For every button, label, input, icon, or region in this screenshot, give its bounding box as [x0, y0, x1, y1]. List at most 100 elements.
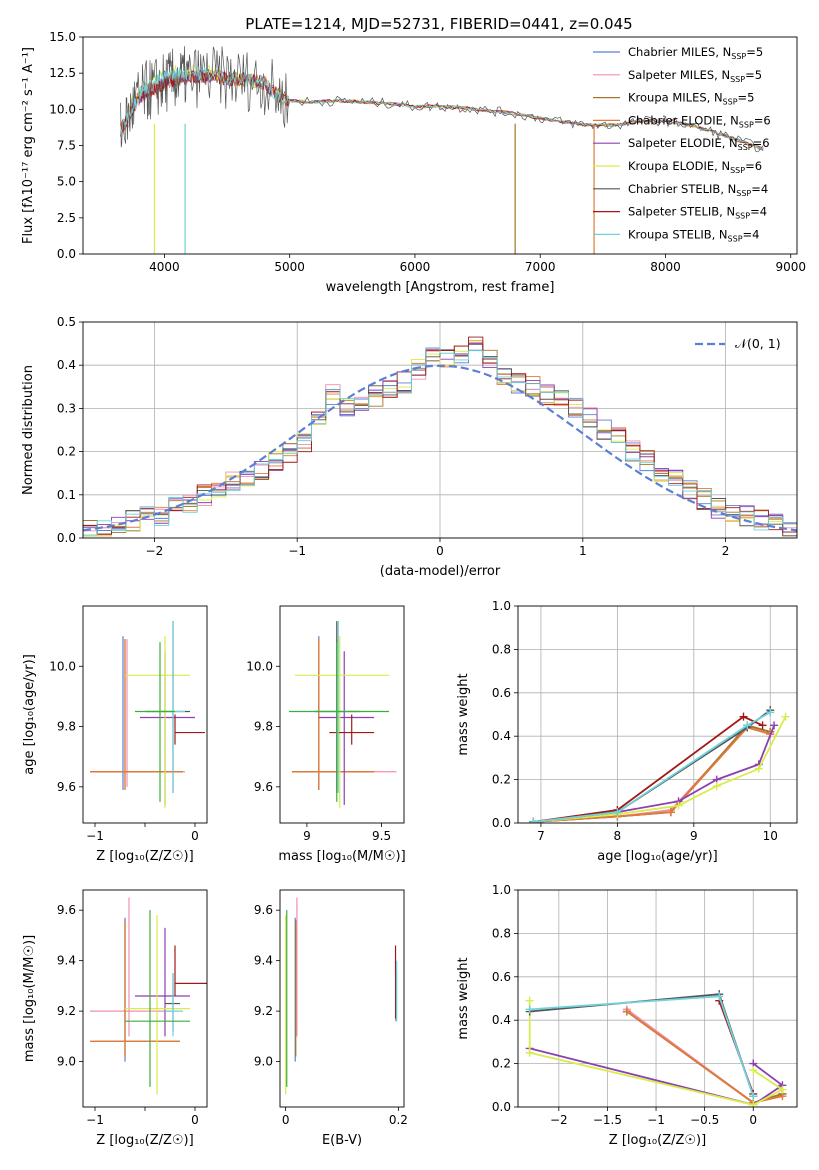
- x-tick-label: 9: [690, 829, 698, 843]
- panel-massweight-vs-Z: −2 −1.5 −1 −0.5 0 0.0 0.2 0.4 0.6 0.8 1.0 Z [log₁₀(…: [456, 883, 798, 1148]
- x-tick-label: 0.2: [389, 1113, 408, 1127]
- series-line: [533, 715, 763, 823]
- x-axis-label: wavelength [Angstrom, rest frame]: [326, 280, 555, 295]
- data-point-marker: [749, 1092, 758, 1101]
- plot-area-age-vs-mass: [288, 621, 397, 808]
- legend-entry: Salpeter STELIB, NSSP=4: [628, 205, 767, 221]
- y-tick-label: 5.0: [57, 175, 76, 189]
- x-tick-label: 0: [191, 1113, 199, 1127]
- y-tick-label: 7.5: [57, 139, 76, 153]
- plot-area-mass-vs-EBV: [285, 897, 398, 1095]
- x-axis-label: mass [log₁₀(M/M☉)]: [278, 849, 405, 864]
- histogram-step: [83, 347, 797, 538]
- series-line: [533, 711, 771, 823]
- y-tick-label: 0.4: [492, 729, 511, 743]
- data-point-marker: [778, 1085, 787, 1094]
- axes-frame: [82, 889, 208, 1108]
- y-tick-label: 10.0: [49, 102, 76, 116]
- y-tick-label: 9.6: [57, 903, 76, 917]
- x-tick-label: 4000: [149, 260, 180, 274]
- data-point-marker: [739, 712, 748, 721]
- y-tick-label: 0.3: [57, 401, 76, 415]
- panel-age-vs-mass: 9 9.5 9.6 9.8 10.0 mass [log₁₀(M/M☉)]: [246, 605, 406, 864]
- panel-mass-vs-EBV: 0 0.2 9.0 9.2 9.4 9.6 E(B-V): [254, 889, 408, 1148]
- spectrum-line: [120, 66, 764, 150]
- gaussian-curve: [83, 364, 797, 532]
- x-tick-label: 0: [436, 544, 444, 558]
- y-tick-label: 9.6: [57, 780, 76, 794]
- data-point-marker: [613, 808, 622, 817]
- figure-title: PLATE=1214, MJD=52731, FIBERID=0441, z=0…: [245, 15, 632, 33]
- plot-area-residuals: [83, 322, 797, 538]
- y-axis-label: mass weight: [456, 957, 471, 1039]
- data-point-marker: [754, 764, 763, 773]
- plot-area-mass-vs-Z: [90, 897, 207, 1095]
- legend-entry: 𝒩(0, 1): [735, 336, 781, 351]
- y-tick-label: 10.0: [246, 659, 273, 673]
- data-point-marker: [666, 808, 675, 817]
- x-tick-label: −2: [550, 1113, 568, 1127]
- y-tick-label: 0.0: [492, 1100, 511, 1114]
- x-tick-label: 0: [749, 1113, 757, 1127]
- x-tick-label: 9.5: [372, 829, 391, 843]
- plot-area-spectrum: [120, 46, 764, 254]
- x-axis-label: (data-model)/error: [380, 564, 501, 579]
- y-tick-label: 9.0: [254, 1055, 273, 1069]
- panel-residuals: −2 −1 0 1 2 0.0 0.1 0.2 0.3 0.4 0.5 (data-model)/er…: [21, 315, 798, 579]
- axes-frame: [517, 889, 798, 1108]
- data-point-marker: [743, 721, 752, 730]
- legend-entry: Salpeter MILES, NSSP=5: [628, 68, 762, 84]
- data-point-marker: [781, 712, 790, 721]
- panel-age-vs-Z: −1 0 9.6 9.8 10.0 Z [log₁₀(Z/Z☉)] age [log₁₀(a…: [22, 605, 208, 864]
- data-point-marker: [525, 996, 534, 1005]
- data-point-marker: [529, 817, 538, 823]
- axes-frame: [279, 605, 405, 824]
- y-tick-label: 0.0: [492, 816, 511, 830]
- y-tick-label: 9.0: [57, 1055, 76, 1069]
- x-tick-label: −2: [146, 544, 164, 558]
- axes-frame: [517, 605, 798, 824]
- x-tick-label: 6000: [400, 260, 431, 274]
- y-tick-label: 9.4: [57, 954, 76, 968]
- data-point-marker: [525, 1048, 534, 1057]
- plot-area-massweight-vs-Z: [518, 890, 797, 1107]
- y-tick-label: 0.2: [57, 445, 76, 459]
- y-tick-label: 0.2: [492, 773, 511, 787]
- data-point-marker: [525, 1005, 534, 1014]
- y-tick-label: 1.0: [492, 599, 511, 613]
- x-axis-label: E(B-V): [322, 1133, 362, 1148]
- data-point-marker: [622, 1007, 631, 1016]
- y-axis-label: mass weight: [456, 673, 471, 755]
- data-point-marker: [749, 1100, 758, 1107]
- x-axis-label: Z [log₁₀(Z/Z☉)]: [609, 1133, 706, 1148]
- x-tick-label: 8: [614, 829, 622, 843]
- x-tick-label: −1: [647, 1113, 665, 1127]
- y-axis-label: Normed distribution: [21, 365, 36, 495]
- data-point-marker: [674, 801, 683, 810]
- x-axis-label: age [log₁₀(age/yr)]: [597, 849, 718, 864]
- y-tick-label: 0.4: [492, 1013, 511, 1027]
- data-point-marker: [766, 708, 775, 717]
- y-tick-label: 9.4: [254, 954, 273, 968]
- y-tick-label: 0.1: [57, 488, 76, 502]
- x-tick-label: 2: [722, 544, 730, 558]
- data-point-marker: [770, 721, 779, 730]
- plot-area-massweight-vs-age: [518, 606, 797, 823]
- panel-massweight-vs-age: 7 8 9 10 0.0 0.2 0.4 0.6 0.8 1.0 age [log₁₀(age/yr…: [456, 599, 798, 864]
- x-tick-label: 0: [282, 1113, 290, 1127]
- y-tick-label: 1.0: [492, 883, 511, 897]
- legend: Chabrier MILES, NSSP=5 Salpeter MILES, NS…: [593, 45, 771, 243]
- y-axis-label: mass [log₁₀(M/M☉)]: [22, 935, 37, 1062]
- y-tick-label: 0.8: [492, 642, 511, 656]
- y-tick-label: 0.0: [57, 531, 76, 545]
- y-tick-label: 9.2: [254, 1004, 273, 1018]
- y-tick-label: 0.6: [492, 686, 511, 700]
- plot-area-age-vs-Z: [90, 621, 205, 808]
- panel-spectrum: 4000 5000 6000 7000 8000 9000 0.0 2.5 5.0 7.5 10.0…: [21, 30, 806, 295]
- legend-entry: Chabrier MILES, NSSP=5: [628, 45, 763, 61]
- axes-frame: [279, 889, 405, 1108]
- y-tick-label: 9.8: [254, 720, 273, 734]
- x-tick-label: −1: [288, 544, 306, 558]
- x-tick-label: −1: [86, 1113, 104, 1127]
- y-tick-label: 9.2: [57, 1004, 76, 1018]
